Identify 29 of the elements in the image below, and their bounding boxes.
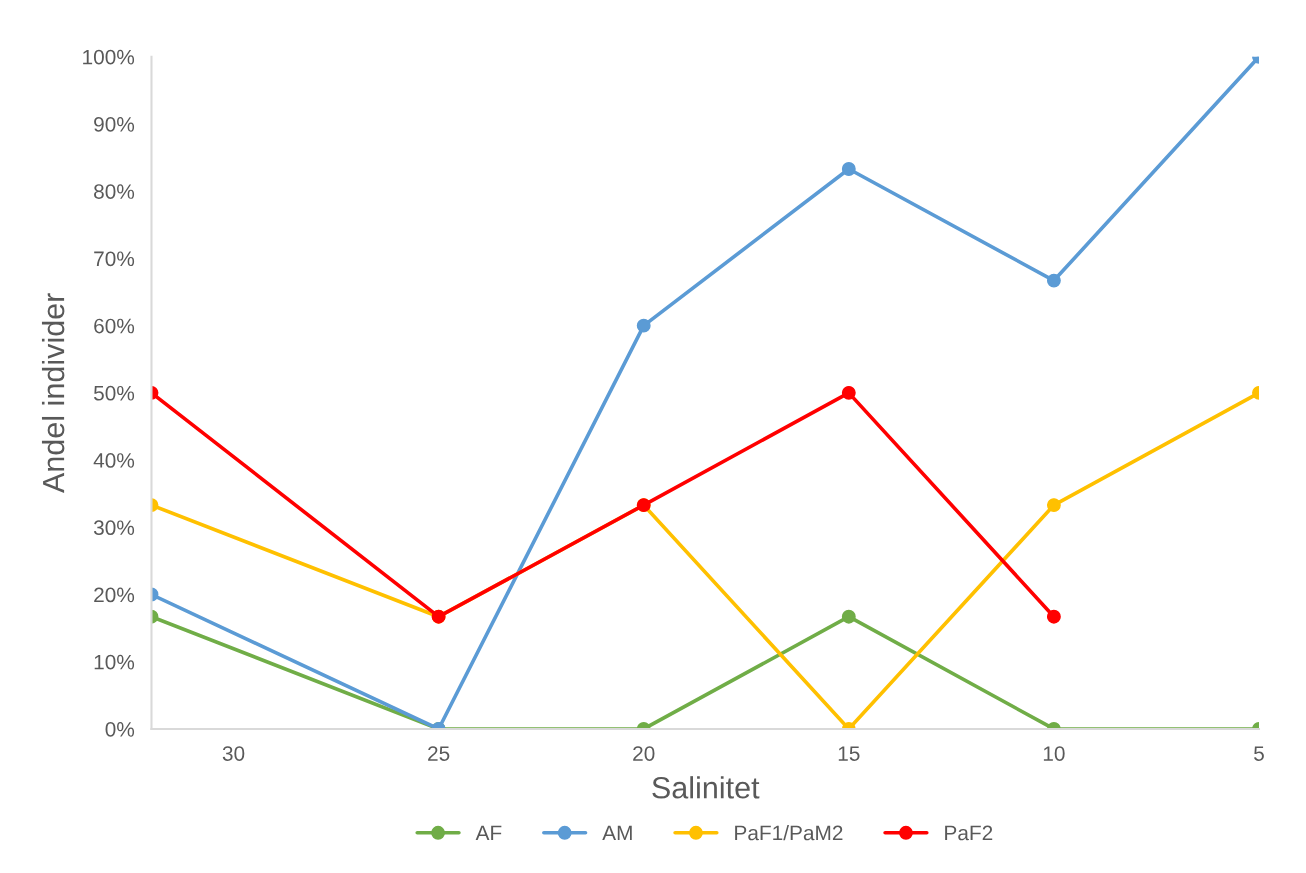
y-tick-label: 40% [93, 453, 135, 468]
y-tick-label: 60% [94, 318, 135, 334]
x-tick-label: 15 [838, 746, 860, 761]
y-tick-label: 20% [94, 587, 135, 603]
y-tick-label: 30% [93, 520, 135, 536]
point [841, 162, 856, 176]
x-tick-label: 10 [1043, 746, 1065, 761]
y-tick-label: 80% [94, 184, 135, 199]
x-tick-label: 5 [1254, 746, 1264, 761]
x-tick-label: 25 [428, 746, 450, 761]
legend-label: PaF2 [945, 825, 993, 841]
y-axis-title: Andel individer [41, 293, 65, 493]
legend-label: PaF1/PaM2 [735, 825, 843, 841]
point [636, 318, 651, 333]
legend-label: AF [475, 825, 502, 841]
x-tick-label: 30 [222, 746, 245, 761]
point [841, 385, 856, 400]
point [1046, 273, 1061, 288]
y-tick-label: 70% [94, 251, 135, 267]
y-tick-label: 90% [94, 116, 135, 132]
x-tick-label: 20 [633, 746, 655, 761]
y-tick-label: 50% [93, 385, 135, 401]
y-tick-label: 10% [94, 654, 135, 670]
point [841, 609, 856, 624]
x-axis-title: Salinitet [652, 776, 760, 799]
y-tick-label: 0% [105, 721, 135, 737]
point [1046, 609, 1061, 624]
legend-label: AM [602, 825, 632, 841]
y-tick-label: 100% [83, 49, 135, 65]
